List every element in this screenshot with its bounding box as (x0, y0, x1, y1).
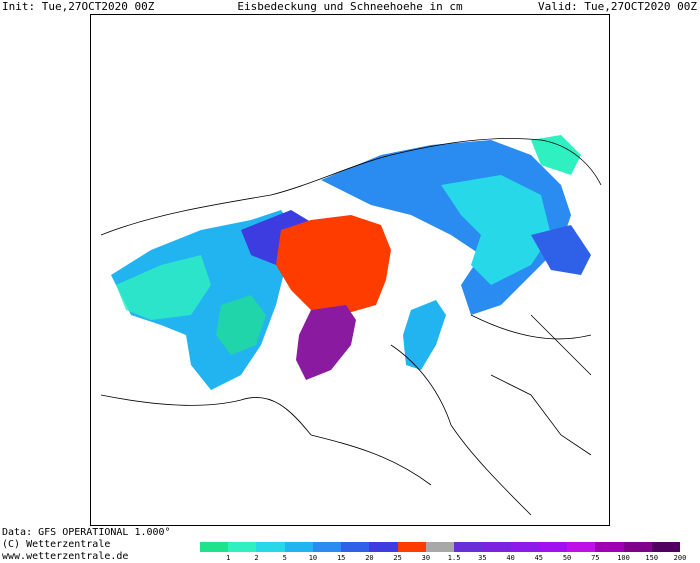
legend-swatch (312, 542, 342, 552)
legend-swatch (595, 542, 624, 552)
legend-tick-label: 50 (562, 554, 572, 562)
legend-swatch (623, 542, 652, 552)
legend-tick-label: 75 (591, 554, 600, 562)
legend-tick-label: 1 (226, 554, 231, 562)
legend-swatch (397, 542, 426, 552)
legend-swatch (538, 542, 568, 552)
greenland-snow (296, 305, 356, 380)
legend-swatch (510, 542, 539, 552)
color-legend: 1 2 5 10 15 20 25 30 1.5 35 40 45 50 75 100 150 200 (190, 539, 695, 562)
east-asia-snow (531, 225, 591, 275)
scandinavia-snow (403, 300, 446, 370)
legend-tick-label: 15 (336, 554, 346, 562)
legend-swatch (454, 542, 483, 552)
valid-time: Valid: Tue,27OCT2020 00Z (538, 0, 697, 13)
legend-swatch (284, 542, 313, 552)
legend-tick-label: 2 (254, 554, 259, 562)
legend-tick-label: 45 (534, 554, 544, 562)
legend-swatch (482, 542, 511, 552)
legend-tick-label: 30 (421, 554, 431, 562)
legend-swatch (369, 542, 398, 552)
legend-tick-label: 20 (365, 554, 374, 562)
north-america-snow-light (116, 255, 211, 320)
arctic-sea-ice (276, 215, 391, 315)
copyright: (C) Wetterzentrale (2, 539, 111, 550)
coastlines (100, 138, 602, 516)
legend-tick-label: 35 (478, 554, 487, 562)
init-time: Init: Tue,27OCT2020 00Z (2, 0, 155, 13)
legend-tick-label: 150 (645, 554, 659, 562)
legend-tick-label: 1.5 (447, 554, 461, 562)
data-source: Data: GFS OPERATIONAL 1.000° (2, 527, 171, 538)
legend-swatch (567, 542, 596, 552)
legend-tick-label: 25 (393, 554, 402, 562)
legend-swatch (228, 542, 257, 552)
snow-ice-map (90, 14, 610, 526)
legend-tick-label: 10 (308, 554, 318, 562)
legend-tick-label: 200 (673, 554, 687, 562)
siberia-snow-light (441, 175, 551, 285)
legend-swatch (341, 542, 370, 552)
legend-swatch (200, 542, 229, 552)
central-asia-snow (531, 135, 581, 175)
legend-tick-label: 5 (282, 554, 287, 562)
legend-swatch (651, 542, 680, 552)
hudson-snow (216, 295, 266, 355)
chart-title: Eisbedeckung und Schneehoehe in cm (237, 0, 463, 13)
legend-tick-label: 40 (506, 554, 515, 562)
legend-tick-label: 100 (617, 554, 630, 562)
legend-swatch (425, 542, 455, 552)
legend-swatch (256, 542, 285, 552)
website: www.wetterzentrale.de (2, 551, 129, 562)
map-svg (100, 135, 602, 516)
